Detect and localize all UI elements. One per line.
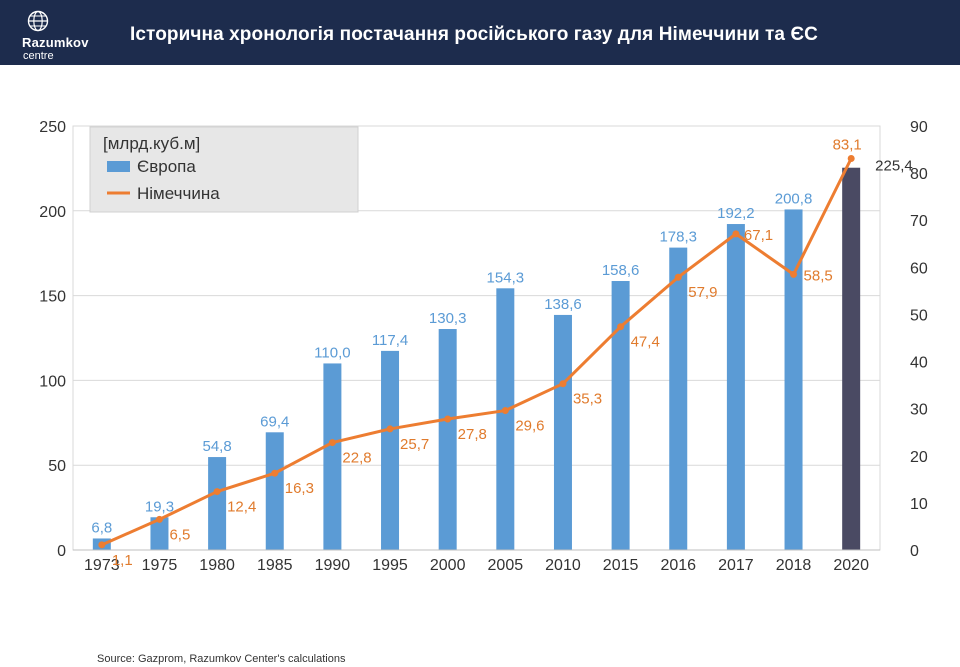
line-point-germany-2010 [559, 380, 567, 388]
bar-data-label: 117,4 [372, 332, 408, 349]
x-tick-label: 2015 [603, 557, 639, 574]
x-tick-label: 1980 [199, 557, 235, 574]
line-data-label: 47,4 [631, 334, 660, 351]
bar-europe-2015 [611, 281, 630, 550]
line-data-label: 6,5 [169, 526, 190, 543]
legend-swatch-europe [107, 161, 130, 172]
bar-data-label: 154,3 [487, 269, 525, 286]
bar-europe-1995 [381, 350, 400, 550]
line-germany [101, 157, 853, 547]
line-point-germany-1975 [155, 515, 163, 523]
bar-europe-2000 [438, 329, 457, 550]
source-note: Source: Gazprom, Razumkov Center's calcu… [97, 653, 346, 665]
y-right-tick-label: 70 [910, 213, 928, 230]
y-left-tick-label: 50 [48, 458, 66, 475]
bar-data-label: 69,4 [260, 413, 289, 430]
line-data-label: 22,8 [342, 450, 371, 467]
bar-data-label: 6,8 [91, 519, 112, 536]
line-data-label: 83,1 [833, 137, 862, 154]
bar-europe-1980 [208, 457, 227, 550]
logo-name: Razumkov [22, 35, 89, 50]
legend-box [89, 126, 359, 213]
line-data-label: 1,1 [112, 552, 133, 569]
x-tick-label: 2016 [660, 557, 696, 574]
bar-data-label: 178,3 [659, 229, 697, 246]
bar-data-label: 158,6 [602, 262, 640, 279]
line-point-germany-2020 [847, 155, 855, 163]
line-data-label: 27,8 [458, 426, 487, 443]
bar-europe-1990 [323, 363, 342, 550]
legend-label-germany: Німеччина [137, 184, 220, 203]
y-right-tick-label: 10 [910, 496, 928, 513]
bar-data-label: 225,4 [875, 158, 913, 175]
x-tick-label: 1985 [257, 557, 293, 574]
y-left-tick-label: 100 [39, 373, 66, 390]
bar-data-label: 130,3 [429, 310, 467, 327]
bar-europe-2017 [726, 224, 745, 550]
y-left-tick-label: 0 [57, 543, 66, 560]
x-tick-label: 2005 [488, 557, 524, 574]
header-bar: Razumkov centre Історична хронологія пос… [0, 0, 960, 65]
line-point-germany-2000 [444, 415, 452, 423]
bar-europe-2016 [669, 247, 688, 550]
y-right-tick-label: 50 [910, 307, 928, 324]
bar-data-label: 192,2 [717, 205, 755, 222]
page-title: Історична хронологія постачання російськ… [130, 24, 818, 45]
y-right-tick-label: 30 [910, 402, 928, 419]
line-point-germany-2016 [674, 273, 682, 281]
globe-icon [27, 10, 49, 32]
line-point-germany-2017 [732, 230, 740, 238]
x-tick-label: 2000 [430, 557, 466, 574]
y-left-tick-label: 150 [39, 289, 66, 306]
bar-europe-2010 [553, 314, 572, 550]
bar-data-label: 19,3 [145, 498, 174, 515]
line-point-germany-1980 [213, 488, 221, 496]
bar-data-label: 138,6 [544, 296, 582, 313]
y-left-tick-label: 250 [39, 119, 66, 136]
y-right-tick-label: 60 [910, 260, 928, 277]
line-point-germany-2015 [617, 323, 625, 331]
combo-chart: 0 50 100 150 200 250 0 10 20 30 40 50 60 70 80 90 1973 19… [39, 119, 928, 574]
line-point-germany-2018 [790, 270, 798, 278]
x-tick-label: 2010 [545, 557, 581, 574]
bar-europe-1975 [150, 517, 169, 550]
line-data-label: 16,3 [285, 480, 314, 497]
x-tick-label: 2017 [718, 557, 754, 574]
legend-unit-label: [млрд.куб.м] [103, 134, 200, 153]
line-data-label: 58,5 [804, 267, 833, 284]
x-tick-label: 1990 [315, 557, 351, 574]
bar-data-label: 110,0 [314, 344, 350, 361]
y-right-tick-label: 90 [910, 119, 928, 136]
line-point-germany-1990 [328, 439, 336, 447]
logo-subtitle: centre [23, 50, 54, 62]
x-tick-label: 1995 [372, 557, 408, 574]
line-data-label: 29,6 [515, 418, 544, 435]
x-tick-label: 1975 [142, 557, 178, 574]
logo: Razumkov centre [22, 10, 112, 62]
x-tick-label: 1973 [84, 557, 120, 574]
line-data-label: 57,9 [688, 284, 717, 301]
bar-data-label: 54,8 [203, 438, 232, 455]
line-point-germany-1985 [271, 469, 279, 477]
y-right-tick-label: 0 [910, 543, 919, 560]
bar-europe-2020 [842, 167, 861, 550]
x-tick-label: 2020 [833, 557, 869, 574]
bar-europe-2005 [496, 288, 515, 550]
y-right-tick-label: 80 [910, 166, 928, 183]
line-data-label: 12,4 [227, 499, 256, 516]
x-tick-label: 2018 [776, 557, 812, 574]
bar-europe-1985 [265, 432, 284, 550]
legend-label-europe: Європа [137, 157, 196, 176]
line-data-label: 25,7 [400, 436, 429, 453]
line-point-germany-1973 [98, 541, 106, 549]
line-point-germany-1995 [386, 425, 394, 433]
line-data-label: 35,3 [573, 391, 602, 408]
line-point-germany-2005 [501, 407, 509, 415]
line-data-label: 67,1 [744, 227, 773, 244]
y-right-tick-label: 40 [910, 355, 928, 372]
y-left-tick-label: 200 [39, 204, 66, 221]
y-right-tick-label: 20 [910, 449, 928, 466]
bar-europe-2018 [784, 209, 803, 550]
bar-data-label: 200,8 [775, 190, 813, 207]
